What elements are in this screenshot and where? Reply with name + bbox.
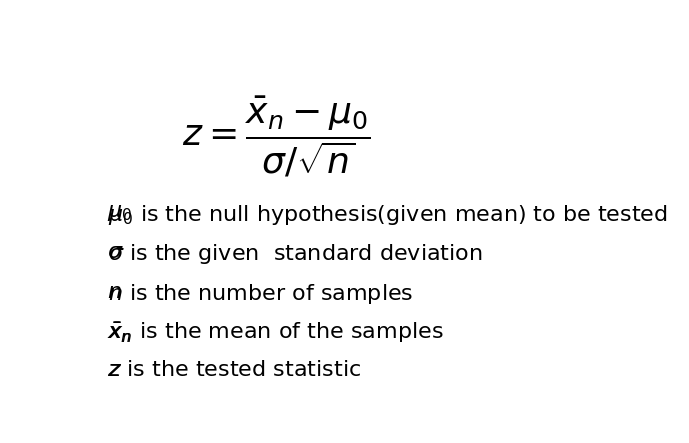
Text: $\sigma$: $\sigma$ [107, 242, 124, 262]
Text: $\mu_0$ is the null hypothesis(given mean) to be tested: $\mu_0$ is the null hypothesis(given mea… [108, 203, 668, 227]
Text: $z$: $z$ [107, 360, 122, 380]
Text: $\bar{x}_n$ is the mean of the samples: $\bar{x}_n$ is the mean of the samples [108, 321, 444, 346]
Text: $z = \dfrac{\bar{x}_n - \mu_0}{\sigma/\sqrt{n}}$: $z = \dfrac{\bar{x}_n - \mu_0}{\sigma/\s… [182, 94, 371, 179]
Text: $\bar{x}_n$: $\bar{x}_n$ [107, 321, 132, 345]
Text: $\mu_0$: $\mu_0$ [107, 203, 133, 223]
Text: $\sigma$ is the given  standard deviation: $\sigma$ is the given standard deviation [108, 242, 483, 267]
Text: $n$ is the number of samples: $n$ is the number of samples [108, 282, 413, 306]
Text: $n$: $n$ [107, 282, 122, 302]
Text: $z$ is the tested statistic: $z$ is the tested statistic [108, 360, 361, 380]
